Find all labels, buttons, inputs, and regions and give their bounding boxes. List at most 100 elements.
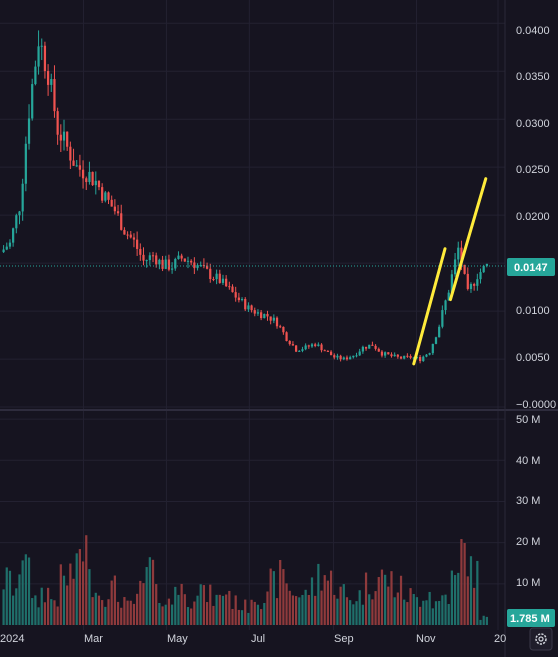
candle-body bbox=[5, 246, 8, 250]
volume-bar bbox=[333, 594, 336, 625]
volume-bar bbox=[148, 557, 151, 625]
time-tick-label: Sep bbox=[334, 633, 354, 645]
candle-body bbox=[412, 357, 415, 359]
volume-bars bbox=[2, 535, 488, 625]
candle-body bbox=[263, 313, 266, 319]
candle-body bbox=[364, 346, 368, 349]
candlesticks bbox=[2, 30, 488, 364]
volume-bar bbox=[339, 586, 342, 625]
candle-body bbox=[314, 344, 317, 346]
volume-bar bbox=[457, 572, 460, 625]
volume-bar bbox=[104, 606, 107, 625]
volume-bar bbox=[15, 588, 18, 625]
volume-bar bbox=[415, 597, 419, 625]
volume-bar bbox=[221, 595, 225, 625]
volume-bar bbox=[27, 557, 31, 625]
candle-body bbox=[94, 180, 97, 186]
candle-body bbox=[409, 355, 412, 358]
volume-bar bbox=[72, 578, 75, 625]
candle-body bbox=[294, 345, 298, 352]
volume-bar bbox=[412, 594, 415, 625]
last-price-badge bbox=[507, 258, 555, 276]
volume-bar bbox=[158, 602, 161, 625]
trend-lines[interactable] bbox=[412, 177, 488, 366]
candle-body bbox=[155, 255, 158, 265]
volume-bar bbox=[183, 594, 186, 625]
volume-bar bbox=[326, 580, 330, 625]
volume-bar bbox=[479, 619, 482, 625]
candle-body bbox=[218, 273, 221, 283]
volume-bar bbox=[59, 564, 62, 625]
last-price-label: 0.0147 bbox=[514, 262, 548, 274]
candle-body bbox=[342, 357, 345, 360]
volume-bar bbox=[387, 586, 390, 625]
volume-bar bbox=[444, 594, 447, 625]
candle-body bbox=[158, 259, 161, 265]
candle-body bbox=[329, 351, 333, 356]
volume-bar bbox=[120, 607, 123, 625]
volume-bar bbox=[349, 600, 352, 625]
volume-bar bbox=[469, 556, 473, 625]
settings-gear-icon[interactable] bbox=[529, 627, 553, 651]
price-axis[interactable]: 0.0400 0.0350 0.0300 0.0250 0.0200 0.010… bbox=[507, 25, 556, 411]
candle-body bbox=[361, 346, 364, 352]
candle-body bbox=[336, 355, 339, 358]
volume-bar bbox=[190, 608, 193, 625]
time-tick-label: 20 bbox=[494, 633, 506, 645]
volume-bar bbox=[113, 575, 116, 625]
volume-bar bbox=[78, 549, 82, 625]
candle-body bbox=[107, 192, 110, 200]
candle-body bbox=[151, 255, 155, 257]
candle-body bbox=[110, 199, 113, 207]
time-axis[interactable]: 2024 Mar May Jul Sep Nov 20 bbox=[0, 633, 506, 645]
volume-bar bbox=[288, 590, 291, 625]
volume-bar bbox=[123, 597, 126, 625]
volume-bar bbox=[202, 585, 206, 625]
candle-body bbox=[145, 260, 148, 262]
candle-body bbox=[399, 356, 403, 359]
candle-body bbox=[339, 355, 342, 360]
volume-bar bbox=[250, 599, 253, 625]
time-tick-label: Mar bbox=[84, 633, 103, 645]
candle-body bbox=[167, 259, 171, 270]
candle-body bbox=[75, 165, 78, 167]
volume-bar bbox=[237, 609, 240, 625]
candle-body bbox=[326, 350, 330, 352]
volume-bar bbox=[88, 569, 91, 625]
candle-body bbox=[31, 84, 34, 119]
volume-bar bbox=[142, 583, 145, 625]
price-tick-label: 0.0200 bbox=[516, 211, 550, 223]
volume-bar bbox=[145, 567, 148, 625]
volume-bar bbox=[212, 605, 215, 625]
candle-body bbox=[288, 340, 291, 345]
volume-bar bbox=[215, 594, 218, 625]
candle-body bbox=[12, 228, 15, 243]
volume-bar bbox=[272, 571, 275, 625]
candle-body bbox=[447, 292, 450, 301]
volume-bar bbox=[170, 604, 174, 625]
volume-axis[interactable]: 50 M 40 M 30 M 20 M 10 M 1.785 M bbox=[507, 414, 555, 627]
last-volume-badge bbox=[507, 609, 555, 627]
candle-body bbox=[434, 337, 438, 344]
volume-bar bbox=[336, 598, 339, 625]
volume-bar bbox=[196, 595, 199, 625]
candle-body bbox=[88, 171, 91, 183]
candle-body bbox=[209, 268, 212, 280]
candle-body bbox=[307, 345, 310, 347]
candle-body bbox=[123, 229, 126, 235]
candle-body bbox=[473, 284, 476, 286]
volume-bar bbox=[390, 571, 393, 625]
volume-bar bbox=[291, 595, 295, 625]
candle-body bbox=[406, 355, 409, 357]
candle-body bbox=[396, 354, 399, 357]
volume-bar bbox=[294, 596, 298, 625]
trend-line bbox=[412, 247, 447, 366]
volume-bar bbox=[66, 585, 69, 625]
volume-bar bbox=[94, 592, 97, 625]
volume-bar bbox=[396, 592, 399, 625]
time-tick-label: Nov bbox=[416, 633, 436, 645]
candle-body bbox=[279, 326, 282, 328]
candle-body bbox=[463, 264, 466, 274]
candle-body bbox=[323, 350, 326, 352]
